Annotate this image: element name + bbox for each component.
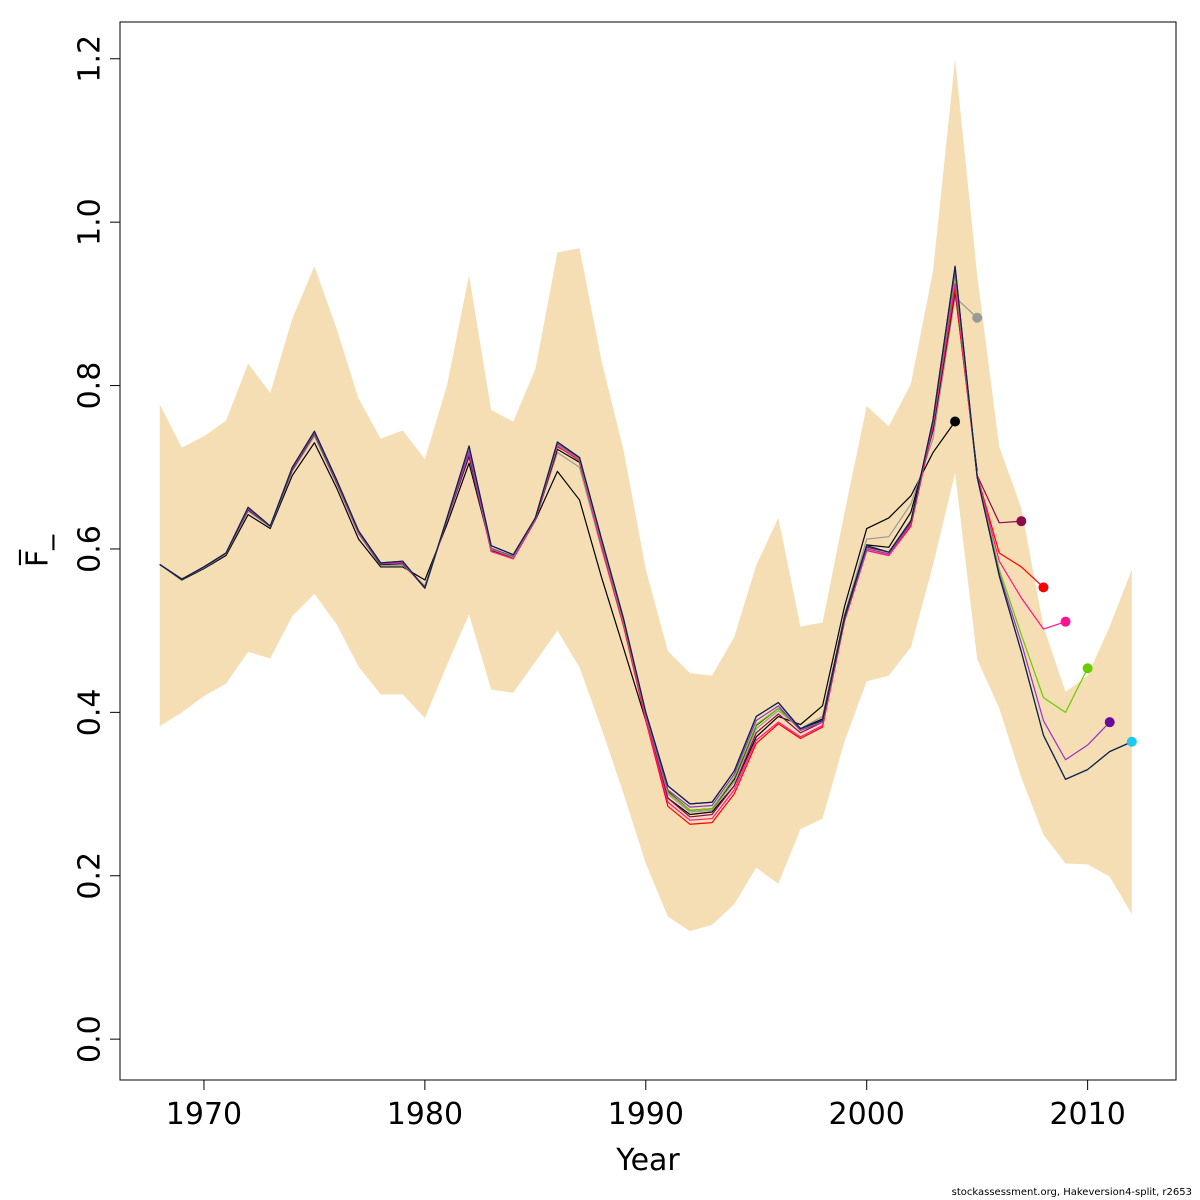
y-tick-label-1.2: 1.2: [73, 35, 108, 83]
y-tick-label-1.0: 1.0: [73, 198, 108, 246]
series-line-11: [159, 265, 1133, 805]
x-tick-label-1990: 1990: [608, 1097, 684, 1132]
source-credit: stockassessment.org, Hakeversion4-split,…: [951, 1187, 1192, 1198]
y-tick-label-0.4: 0.4: [73, 688, 108, 736]
x-tick-label-1970: 1970: [166, 1097, 242, 1132]
x-tick-label-2000: 2000: [829, 1097, 905, 1132]
end-point-2004: [950, 416, 961, 427]
end-point-2007: [1016, 516, 1027, 527]
end-point-2008: [1038, 582, 1049, 593]
end-point-2009: [1060, 616, 1071, 627]
axes-layer: 1970 1980 1990 2000 2010 0.0 0.2 0.4 0.6 0.8 1.0 1.…: [73, 35, 1126, 1132]
y-tick-label-0.6: 0.6: [73, 525, 108, 573]
y-tick-label-0.8: 0.8: [73, 362, 108, 410]
confidence-band-layer: [159, 58, 1132, 932]
y-axis-title: F̅_: [18, 534, 55, 567]
end-point-2011: [1104, 717, 1115, 728]
end-point-2010: [1082, 663, 1093, 674]
series-line-1: [159, 421, 956, 816]
confidence-band: [159, 58, 1132, 932]
end-markers-layer: [950, 312, 1137, 747]
end-point-2005: [972, 312, 983, 323]
x-tick-label-1980: 1980: [387, 1097, 463, 1132]
series-lines-layer: [159, 265, 1133, 825]
x-axis-title: Year: [615, 1143, 680, 1178]
y-tick-label-0.2: 0.2: [73, 852, 108, 900]
end-point-2012: [1126, 736, 1137, 747]
x-tick-label-2010: 2010: [1049, 1097, 1125, 1132]
y-tick-label-0.0: 0.0: [73, 1015, 108, 1063]
